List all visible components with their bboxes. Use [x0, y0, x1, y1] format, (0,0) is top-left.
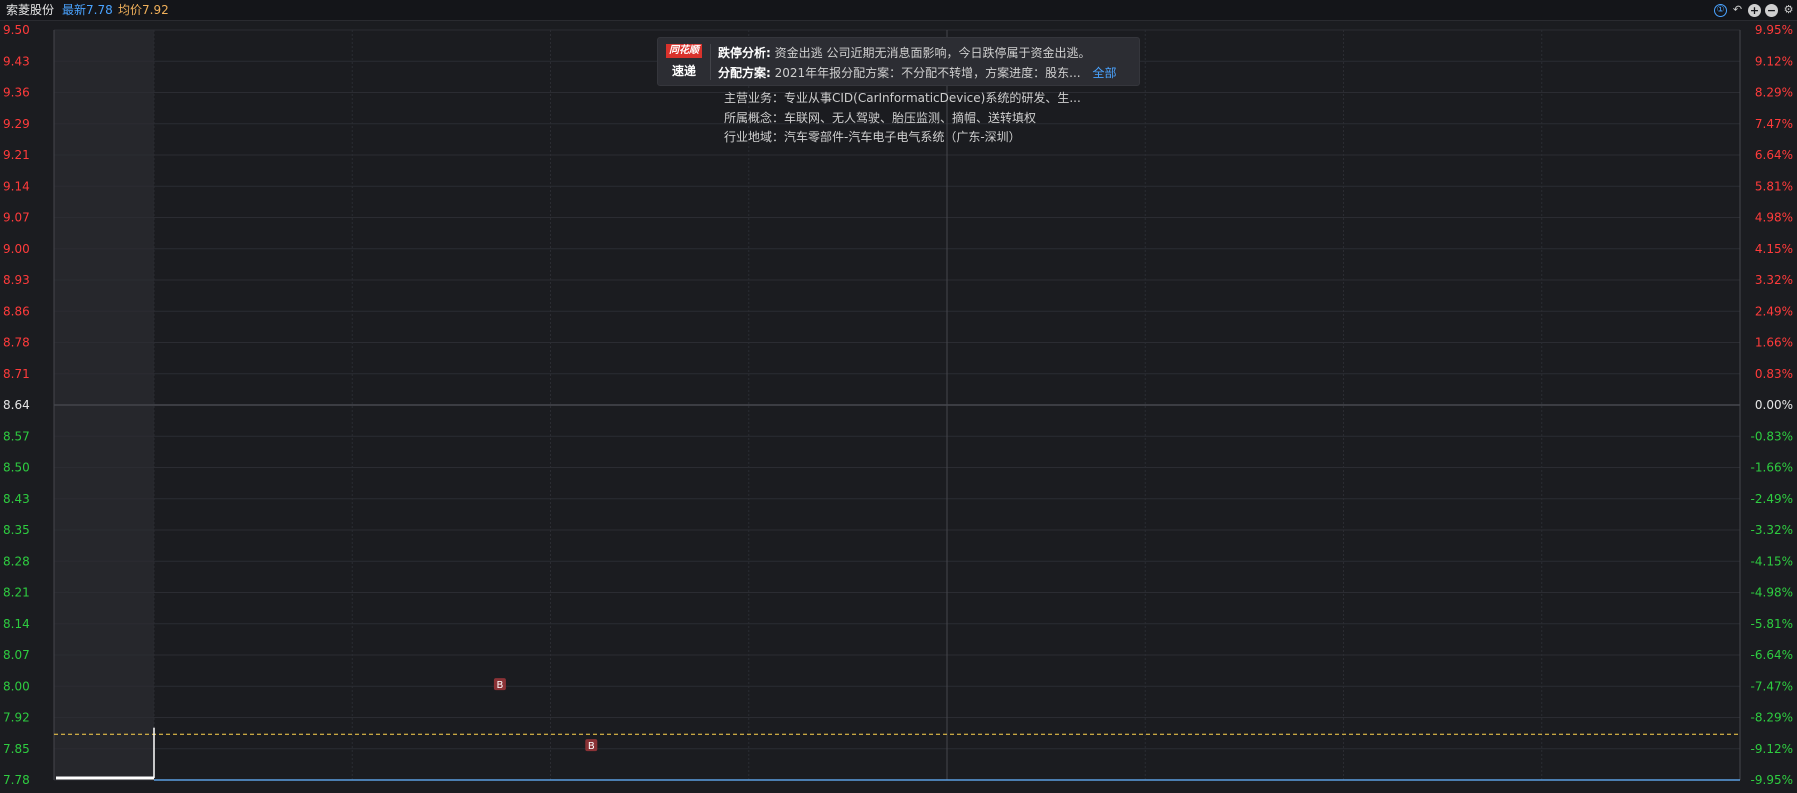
- y-tick-left: 8.50: [3, 461, 30, 475]
- y-tick-left: 9.14: [3, 179, 30, 193]
- y-tick-left: 9.43: [3, 54, 30, 68]
- zoom-in-icon[interactable]: +: [1748, 3, 1761, 17]
- y-tick-right: 0.00%: [1755, 398, 1793, 412]
- stock-info: 主营业务：专业从事CID(CarInformaticDevice)系统的研发、生…: [724, 89, 1081, 148]
- y-tick-right: -4.15%: [1751, 554, 1793, 568]
- y-tick-right: -9.12%: [1751, 742, 1793, 756]
- y-tick-right: -5.81%: [1751, 617, 1793, 631]
- y-tick-right: 5.81%: [1755, 179, 1793, 193]
- y-tick-left: 8.28: [3, 554, 30, 568]
- y-tick-left: 8.57: [3, 429, 30, 443]
- y-tick-right: -6.64%: [1751, 648, 1793, 662]
- y-tick-left: 9.21: [3, 148, 30, 162]
- zoom-out-icon[interactable]: −: [1765, 3, 1778, 17]
- analysis-label: 跌停分析:: [718, 46, 771, 60]
- y-tick-left: 7.85: [3, 742, 30, 756]
- gear-icon[interactable]: ⚙: [1783, 3, 1794, 16]
- y-tick-left: 9.36: [3, 86, 30, 100]
- intraday-chart[interactable]: 9.50 9.95% 9.43 9.12% 9.36 8.29% 9.29 7.47% 9.21…: [0, 21, 1797, 793]
- y-tick-left: 9.50: [3, 23, 30, 37]
- y-tick-left: 8.86: [3, 304, 30, 318]
- buy-marker: [493, 678, 506, 691]
- y-tick-right: 3.32%: [1755, 273, 1793, 287]
- logo-sub: 速递: [671, 64, 696, 78]
- y-tick-left: 8.35: [3, 523, 30, 537]
- y-tick-right: -7.47%: [1751, 679, 1793, 693]
- top-bar: 索菱股份 最新7.78 均价7.92 ① ↶ + − ⚙: [0, 0, 1797, 21]
- y-tick-left: 8.00: [3, 679, 30, 693]
- industry: 行业地域：汽车零部件-汽车电子电气系统（广东-深圳）: [724, 130, 1021, 144]
- dividend-text: 2021年年报分配方案：不分配不转增，方案进度：股东...: [774, 66, 1081, 80]
- y-tick-right: 4.15%: [1755, 242, 1793, 256]
- y-tick-right: 8.29%: [1755, 86, 1793, 100]
- y-tick-left: 7.92: [3, 711, 30, 725]
- buy-marker: [585, 739, 598, 752]
- y-tick-right: -0.83%: [1751, 429, 1793, 443]
- y-tick-left: 9.00: [3, 242, 30, 256]
- average-price: 均价7.92: [118, 3, 169, 17]
- buy-marker-label: B: [496, 680, 503, 691]
- y-tick-right: -9.95%: [1751, 773, 1793, 787]
- y-tick-right: 4.98%: [1755, 211, 1793, 225]
- y-tick-right: 1.66%: [1755, 336, 1793, 350]
- logo-brand: 同花顺: [666, 44, 702, 58]
- y-tick-right: -8.29%: [1751, 711, 1793, 725]
- y-tick-right: 2.49%: [1755, 304, 1793, 318]
- ths-logo: 同花顺 速递: [666, 44, 704, 80]
- y-tick-left: 8.07: [3, 648, 30, 662]
- y-tick-left: 9.07: [3, 211, 30, 225]
- y-tick-left: 8.64: [3, 398, 30, 412]
- dividend-label: 分配方案:: [718, 66, 771, 80]
- y-tick-right: 7.47%: [1755, 117, 1793, 131]
- y-tick-right: -4.98%: [1751, 586, 1793, 600]
- y-tick-left: 7.78: [3, 773, 30, 787]
- stock-name: 索菱股份: [6, 3, 55, 17]
- news-popup: 同花顺 速递 跌停分析: 资金出逃 公司近期无消息面影响，今日跌停属于资金出逃。…: [657, 37, 1140, 86]
- y-tick-left: 8.21: [3, 586, 30, 600]
- latest-price: 最新7.78: [62, 3, 113, 17]
- dividend-plan: 分配方案: 2021年年报分配方案：不分配不转增，方案进度：股东... 全部: [718, 64, 1116, 81]
- popup-divider: [710, 44, 711, 80]
- buy-marker-label: B: [588, 741, 595, 752]
- analysis-text: 资金出逃 公司近期无消息面影响，今日跌停属于资金出逃。: [774, 46, 1091, 60]
- y-tick-left: 8.78: [3, 336, 30, 350]
- info-icon[interactable]: ①: [1714, 3, 1727, 17]
- y-tick-right: 0.83%: [1755, 367, 1793, 381]
- all-link[interactable]: 全部: [1092, 66, 1117, 80]
- y-tick-right: -1.66%: [1751, 461, 1793, 475]
- y-tick-left: 8.71: [3, 367, 30, 381]
- y-tick-right: 9.12%: [1755, 54, 1793, 68]
- y-tick-right: -2.49%: [1751, 492, 1793, 506]
- y-tick-left: 8.93: [3, 273, 30, 287]
- y-tick-right: 9.95%: [1755, 23, 1793, 37]
- main-business: 主营业务：专业从事CID(CarInformaticDevice)系统的研发、生…: [724, 91, 1081, 105]
- y-tick-left: 8.14: [3, 617, 30, 631]
- y-tick-right: 6.64%: [1755, 148, 1793, 162]
- undo-icon[interactable]: ↶: [1732, 3, 1743, 16]
- concepts: 所属概念：车联网、无人驾驶、胎压监测、摘帽、送转填权: [724, 110, 1037, 125]
- y-tick-left: 8.43: [3, 492, 30, 506]
- y-tick-left: 9.29: [3, 117, 30, 131]
- y-tick-right: -3.32%: [1751, 523, 1793, 537]
- limit-down-analysis: 跌停分析: 资金出逃 公司近期无消息面影响，今日跌停属于资金出逃。: [718, 44, 1090, 61]
- chart-controls: ① ↶ + − ⚙: [1714, 0, 1795, 20]
